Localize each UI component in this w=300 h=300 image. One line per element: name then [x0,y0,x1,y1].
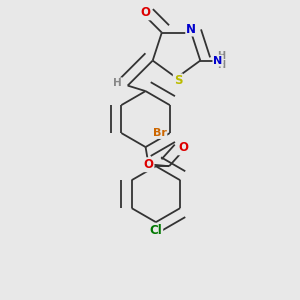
Text: H: H [113,78,122,88]
Text: N: N [213,56,223,66]
Text: S: S [174,74,182,87]
Text: O: O [179,141,189,154]
Text: O: O [141,6,151,20]
Text: H: H [217,60,225,70]
Text: Br: Br [153,128,166,138]
Text: H: H [217,51,225,61]
Text: Cl: Cl [149,224,162,238]
Text: N: N [186,22,196,36]
Text: O: O [143,158,154,171]
